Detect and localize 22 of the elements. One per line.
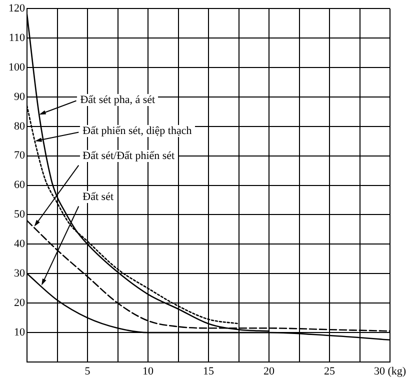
annotation: Đất sét pha, á sét — [77, 94, 158, 106]
x-tick-label: 15 — [203, 365, 214, 378]
y-tick-label: 90 — [14, 90, 26, 103]
annotation: Đất phiến sét, diệp thạch — [80, 125, 195, 138]
y-tick-label: 80 — [14, 120, 26, 132]
annotation: Đất sét/Đất phiến sét — [80, 150, 178, 162]
x-tick-label: 20 — [264, 365, 275, 378]
y-tick-label: 60 — [14, 179, 26, 192]
annotation: Đất sét — [80, 191, 117, 204]
x-tick-label: 10 — [142, 365, 154, 378]
x-tick-label: 5 — [84, 365, 91, 378]
y-tick-label: 20 — [14, 296, 26, 309]
x-tick-label: 30 (kg) — [374, 365, 406, 378]
y-tick-label: 120 — [8, 2, 26, 14]
y-tick-label: 110 — [8, 32, 26, 44]
y-tick-label: 10 — [14, 326, 26, 338]
y-tick-label: 100 — [8, 61, 26, 74]
y-tick-label: 30 — [14, 268, 26, 280]
y-tick-label: 50 — [14, 208, 26, 221]
x-tick-label: 25 — [324, 365, 336, 378]
y-tick-label: 40 — [14, 238, 26, 250]
y-tick-label: 70 — [14, 150, 26, 162]
